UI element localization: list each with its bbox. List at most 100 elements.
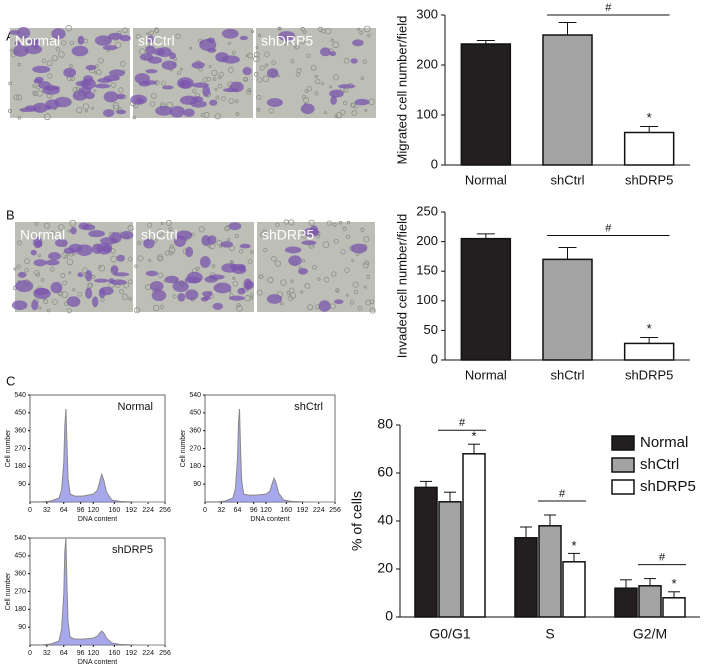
x-tick-label: 120 (87, 507, 99, 514)
cell (14, 40, 22, 46)
cell (24, 44, 43, 55)
y-tick-label: 90 (18, 624, 26, 631)
texture (262, 75, 269, 83)
texture (127, 256, 133, 262)
texture (280, 301, 284, 306)
texture (200, 113, 205, 118)
y-tick-label: 270 (14, 588, 26, 595)
x-tick-label: shDRP5 (625, 367, 673, 382)
texture (342, 100, 348, 106)
cell (34, 76, 44, 83)
x-tick-label: 96 (77, 507, 85, 514)
micrograph: shDRP5 (256, 219, 376, 314)
cell (77, 272, 84, 278)
texture (40, 277, 45, 282)
texture (16, 264, 21, 269)
cell (75, 244, 93, 257)
texture (17, 62, 22, 67)
texture (304, 282, 311, 289)
x-axis-label: DNA content (78, 659, 117, 664)
texture (342, 226, 347, 231)
texture (238, 249, 244, 254)
texture (236, 303, 241, 308)
texture (153, 27, 160, 33)
texture (315, 78, 321, 85)
texture (214, 87, 218, 91)
y-tick-label: 200 (416, 233, 438, 248)
bar (562, 561, 586, 618)
micrograph-label: shCtrl (141, 227, 178, 243)
cell (162, 85, 174, 90)
cell (143, 238, 155, 249)
texture (46, 60, 53, 67)
cell (77, 35, 85, 45)
y-axis-label: Invaded cell number/field (394, 214, 409, 359)
cell (108, 32, 123, 40)
texture (300, 26, 305, 32)
legend-label: shCtrl (640, 456, 679, 473)
micrograph: shDRP5 (253, 25, 376, 119)
texture (46, 308, 51, 313)
texture (335, 289, 340, 293)
cell (329, 89, 344, 98)
texture (76, 106, 83, 114)
texture (314, 74, 318, 79)
texture (242, 76, 249, 83)
texture (250, 250, 254, 254)
texture (320, 82, 324, 86)
cell (202, 85, 211, 97)
texture (332, 74, 340, 81)
cell (116, 254, 125, 262)
texture (198, 226, 205, 233)
texture (338, 220, 343, 225)
texture (192, 88, 197, 94)
panel-label: C (6, 373, 15, 388)
texture (206, 76, 211, 82)
cell (94, 278, 109, 283)
texture (58, 51, 65, 58)
annotation: * (647, 321, 652, 336)
texture (232, 280, 239, 287)
y-tick-label: 450 (189, 410, 201, 417)
legend-label: Normal (640, 434, 688, 451)
texture (15, 94, 23, 101)
x-tick-label: Normal (465, 172, 507, 187)
cell (92, 296, 99, 308)
texture (304, 89, 309, 94)
cell (15, 280, 34, 293)
texture (98, 265, 102, 269)
bar (662, 597, 686, 618)
texture (160, 221, 164, 225)
cell (78, 222, 90, 230)
texture (119, 289, 125, 294)
cell (330, 95, 338, 105)
texture (165, 220, 172, 227)
texture (13, 94, 20, 101)
texture (323, 111, 328, 115)
texture (72, 86, 78, 93)
cell (266, 98, 283, 107)
texture (332, 41, 340, 49)
texture (278, 27, 282, 31)
micrograph-label: shDRP5 (261, 33, 313, 49)
cell (32, 65, 51, 74)
cell (75, 80, 92, 87)
cell (300, 103, 315, 115)
texture (290, 279, 294, 283)
histogram-curve (215, 408, 335, 503)
texture (294, 43, 300, 50)
cell (94, 35, 112, 46)
cell (334, 299, 344, 305)
bar (638, 585, 662, 618)
cell (102, 44, 118, 51)
legend-swatch (611, 457, 635, 473)
texture (47, 73, 53, 79)
cell (183, 108, 195, 117)
cell (116, 109, 127, 115)
texture (357, 27, 361, 31)
texture (259, 274, 264, 279)
cell (318, 300, 331, 312)
cell (238, 264, 246, 273)
texture (97, 57, 104, 64)
x-tick-label: 96 (250, 507, 258, 514)
